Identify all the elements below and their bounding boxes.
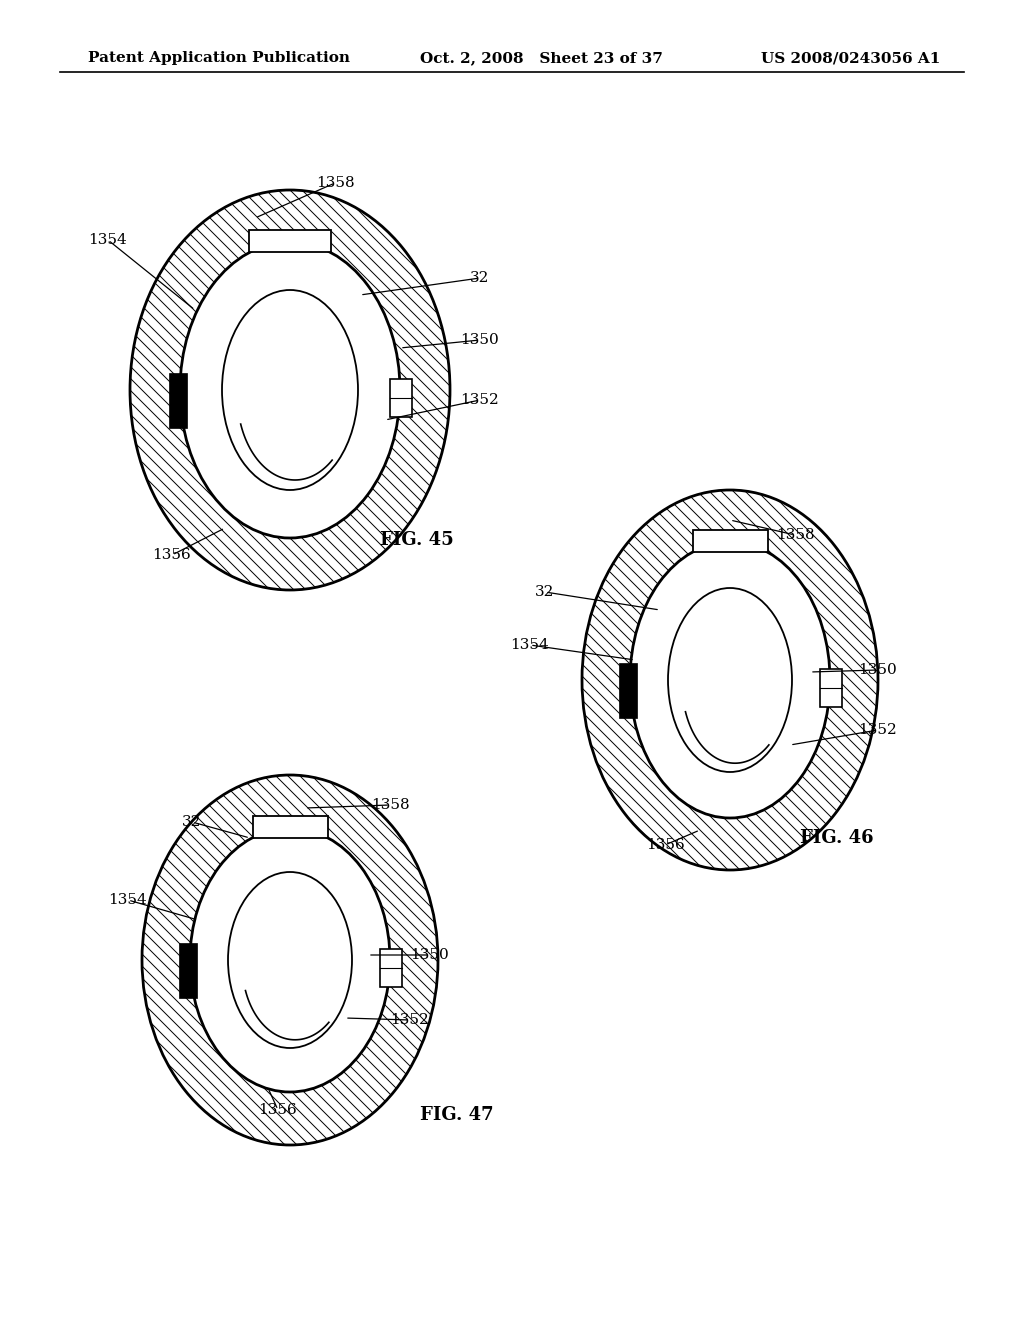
Bar	[620, 663, 637, 718]
Ellipse shape	[142, 775, 438, 1144]
Text: 32: 32	[470, 271, 489, 285]
Ellipse shape	[582, 490, 878, 870]
Text: FIG. 47: FIG. 47	[420, 1106, 494, 1125]
Ellipse shape	[190, 828, 390, 1092]
Bar	[820, 669, 842, 708]
Ellipse shape	[222, 290, 358, 490]
Bar	[169, 372, 187, 428]
Ellipse shape	[190, 828, 390, 1092]
Ellipse shape	[142, 775, 438, 1144]
Text: Oct. 2, 2008   Sheet 23 of 37: Oct. 2, 2008 Sheet 23 of 37	[420, 51, 663, 65]
Bar	[390, 379, 412, 417]
Ellipse shape	[582, 490, 878, 870]
Bar	[249, 230, 331, 252]
Bar	[380, 949, 402, 987]
Ellipse shape	[180, 242, 400, 539]
Text: 1354: 1354	[511, 638, 549, 652]
Text: FIG. 46: FIG. 46	[800, 829, 873, 847]
Text: 32: 32	[182, 814, 202, 829]
Text: 1358: 1358	[776, 528, 814, 543]
Text: 1356: 1356	[153, 548, 191, 562]
Ellipse shape	[630, 543, 830, 818]
Text: 1354: 1354	[109, 894, 147, 907]
Text: 32: 32	[536, 585, 555, 599]
Ellipse shape	[630, 543, 830, 818]
Text: 1352: 1352	[859, 723, 897, 737]
Ellipse shape	[130, 190, 450, 590]
Ellipse shape	[180, 242, 400, 539]
Text: Patent Application Publication: Patent Application Publication	[88, 51, 350, 65]
Text: FIG. 45: FIG. 45	[380, 531, 454, 549]
Bar	[692, 529, 768, 552]
Ellipse shape	[668, 587, 792, 772]
Text: 1350: 1350	[859, 663, 897, 677]
Text: 1358: 1358	[315, 176, 354, 190]
Ellipse shape	[228, 873, 352, 1048]
Text: 1356: 1356	[259, 1104, 297, 1117]
Text: 1352: 1352	[461, 393, 500, 407]
Text: 1350: 1350	[411, 948, 450, 962]
Text: 1350: 1350	[461, 333, 500, 347]
Text: 1358: 1358	[371, 799, 410, 812]
Ellipse shape	[130, 190, 450, 590]
Text: US 2008/0243056 A1: US 2008/0243056 A1	[761, 51, 940, 65]
Bar	[253, 816, 328, 838]
Bar	[179, 942, 198, 998]
Text: 1356: 1356	[645, 838, 684, 851]
Text: 1352: 1352	[390, 1012, 429, 1027]
Text: 1354: 1354	[89, 234, 127, 247]
